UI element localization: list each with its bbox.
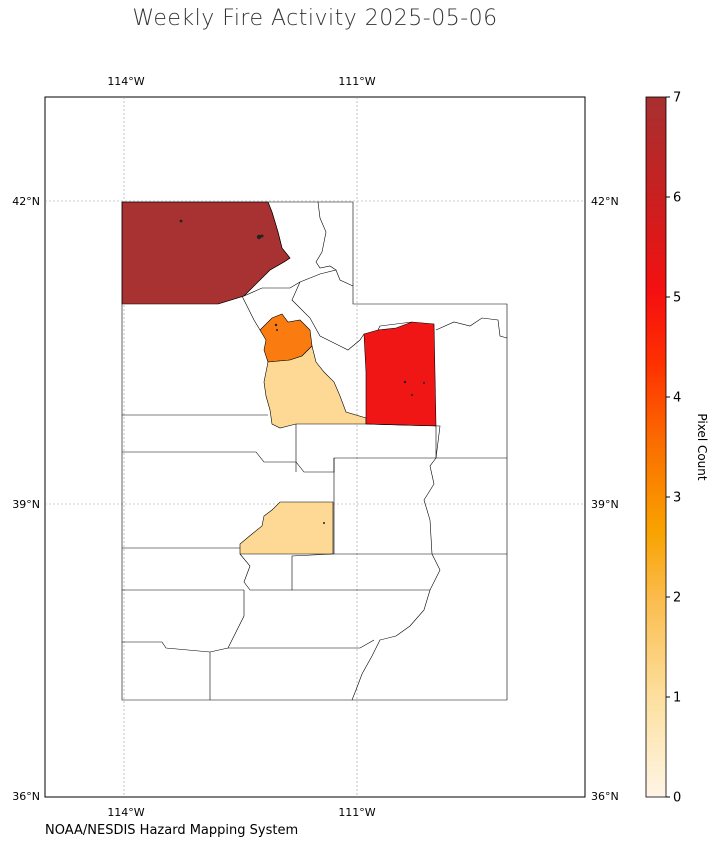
- colorbar-tick-label: 6: [673, 191, 681, 206]
- colorbar-tick-label: 2: [673, 591, 681, 606]
- lat-label-right-39: 39°N: [591, 498, 619, 511]
- lat-label-left-36: 36°N: [12, 790, 40, 803]
- colorbar-tick-label: 5: [673, 291, 681, 306]
- fire-detection-point: [274, 323, 278, 327]
- colorbar-tick-label: 0: [673, 791, 681, 806]
- fire-detection-point: [403, 380, 407, 384]
- map-title: Weekly Fire Activity 2025-05-06: [132, 6, 498, 31]
- county-duchesne: [363, 321, 437, 427]
- lon-label-bottom-111: 111°W: [338, 806, 375, 819]
- lat-label-left-39: 39°N: [12, 498, 40, 511]
- lat-label-left-42: 42°N: [12, 195, 40, 208]
- fire-detection-point: [423, 382, 425, 384]
- colorbar: [645, 96, 667, 798]
- colorbar-tick-label: 4: [673, 391, 681, 406]
- data-credit: NOAA/NESDIS Hazard Mapping System: [45, 823, 299, 838]
- county-sanpete: [239, 501, 334, 555]
- colorbar-tick-label: 7: [673, 91, 681, 106]
- fire-detection-point: [323, 522, 325, 524]
- lon-label-top-114: 114°W: [107, 75, 144, 88]
- lon-label-top-111: 111°W: [338, 75, 375, 88]
- colorbar-label: Pixel Count: [695, 413, 709, 481]
- lat-label-right-42: 42°N: [591, 195, 619, 208]
- fire-detection-point: [260, 234, 264, 238]
- colorbar-tick-label: 3: [673, 491, 681, 506]
- fire-detections: [179, 219, 425, 524]
- fire-detection-point: [256, 234, 262, 240]
- fire-detection-point: [179, 219, 183, 223]
- colorbar-tick-label: 1: [673, 691, 681, 706]
- lat-label-right-36: 36°N: [591, 790, 619, 803]
- fire-detection-point: [411, 394, 413, 396]
- county-utah: [263, 345, 367, 429]
- lon-label-bottom-114: 114°W: [107, 806, 144, 819]
- fire-detection-point: [276, 329, 278, 331]
- colorbar-ticks: 0 1 2 3 4 5 6 7: [666, 91, 681, 806]
- county-boundaries: [121, 201, 508, 701]
